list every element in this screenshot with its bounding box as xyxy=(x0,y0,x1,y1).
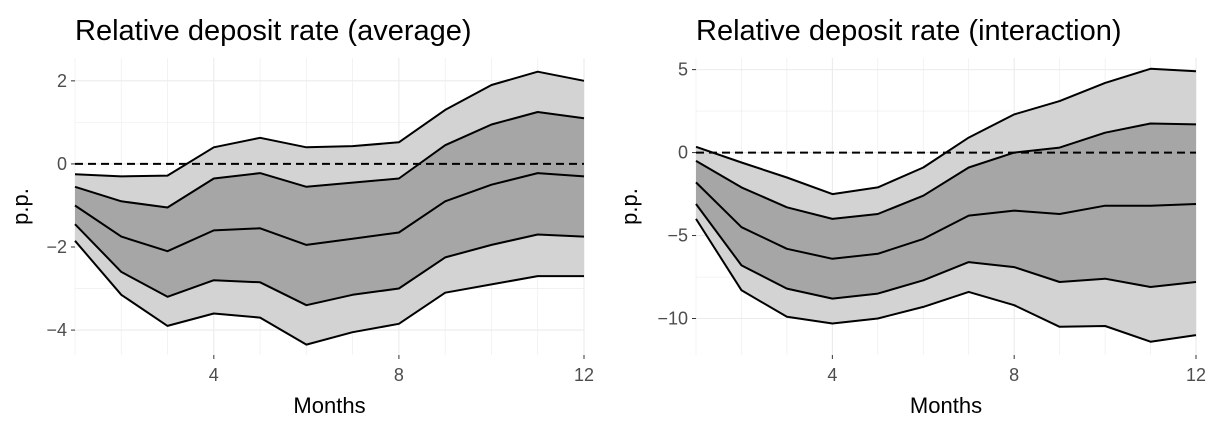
chart-title: Relative deposit rate (interaction) xyxy=(696,15,1122,47)
x-tick-label: 12 xyxy=(574,365,594,385)
inner-lower-line xyxy=(74,223,585,307)
y-axis-label: p.p. xyxy=(8,188,33,225)
outer-lower-line xyxy=(695,218,1197,343)
outer-upper-line xyxy=(74,70,585,178)
y-tick-label: −2 xyxy=(46,237,67,257)
x-tick-label: 12 xyxy=(1186,365,1206,385)
y-tick-label: 0 xyxy=(678,143,688,163)
inner-upper-line xyxy=(695,122,1197,220)
y-axis-label: p.p. xyxy=(617,188,642,225)
inner-band xyxy=(75,112,584,306)
x-tick-label: 8 xyxy=(394,365,404,385)
median-line xyxy=(695,181,1197,260)
y-tick-label: 0 xyxy=(57,154,67,174)
inner-band xyxy=(696,123,1196,299)
outer-upper-line xyxy=(695,67,1197,196)
y-tick-label: 5 xyxy=(678,60,688,80)
inner-upper-line xyxy=(74,111,585,209)
chart-panel-1: 4 8 12 −4 −2 0 2 Relative deposit rate (average… xyxy=(8,15,594,418)
median-line xyxy=(74,172,585,253)
y-tick-label: −4 xyxy=(46,320,67,340)
y-tick-label: 2 xyxy=(57,71,67,91)
x-axis-label: Months xyxy=(293,393,365,418)
x-tick-label: 8 xyxy=(1009,365,1019,385)
chart-title: Relative deposit rate (average) xyxy=(75,15,472,47)
y-tick-label: −5 xyxy=(667,226,688,246)
chart-panel-2: 4 8 12 −10 −5 0 5 Relative deposit rate (intera… xyxy=(617,15,1206,418)
y-tick-label: −10 xyxy=(657,308,688,328)
x-tick-label: 4 xyxy=(827,365,837,385)
inner-lower-line xyxy=(695,203,1197,300)
x-axis-label: Months xyxy=(910,393,982,418)
x-tick-label: 4 xyxy=(209,365,219,385)
outer-lower-line xyxy=(74,240,584,346)
